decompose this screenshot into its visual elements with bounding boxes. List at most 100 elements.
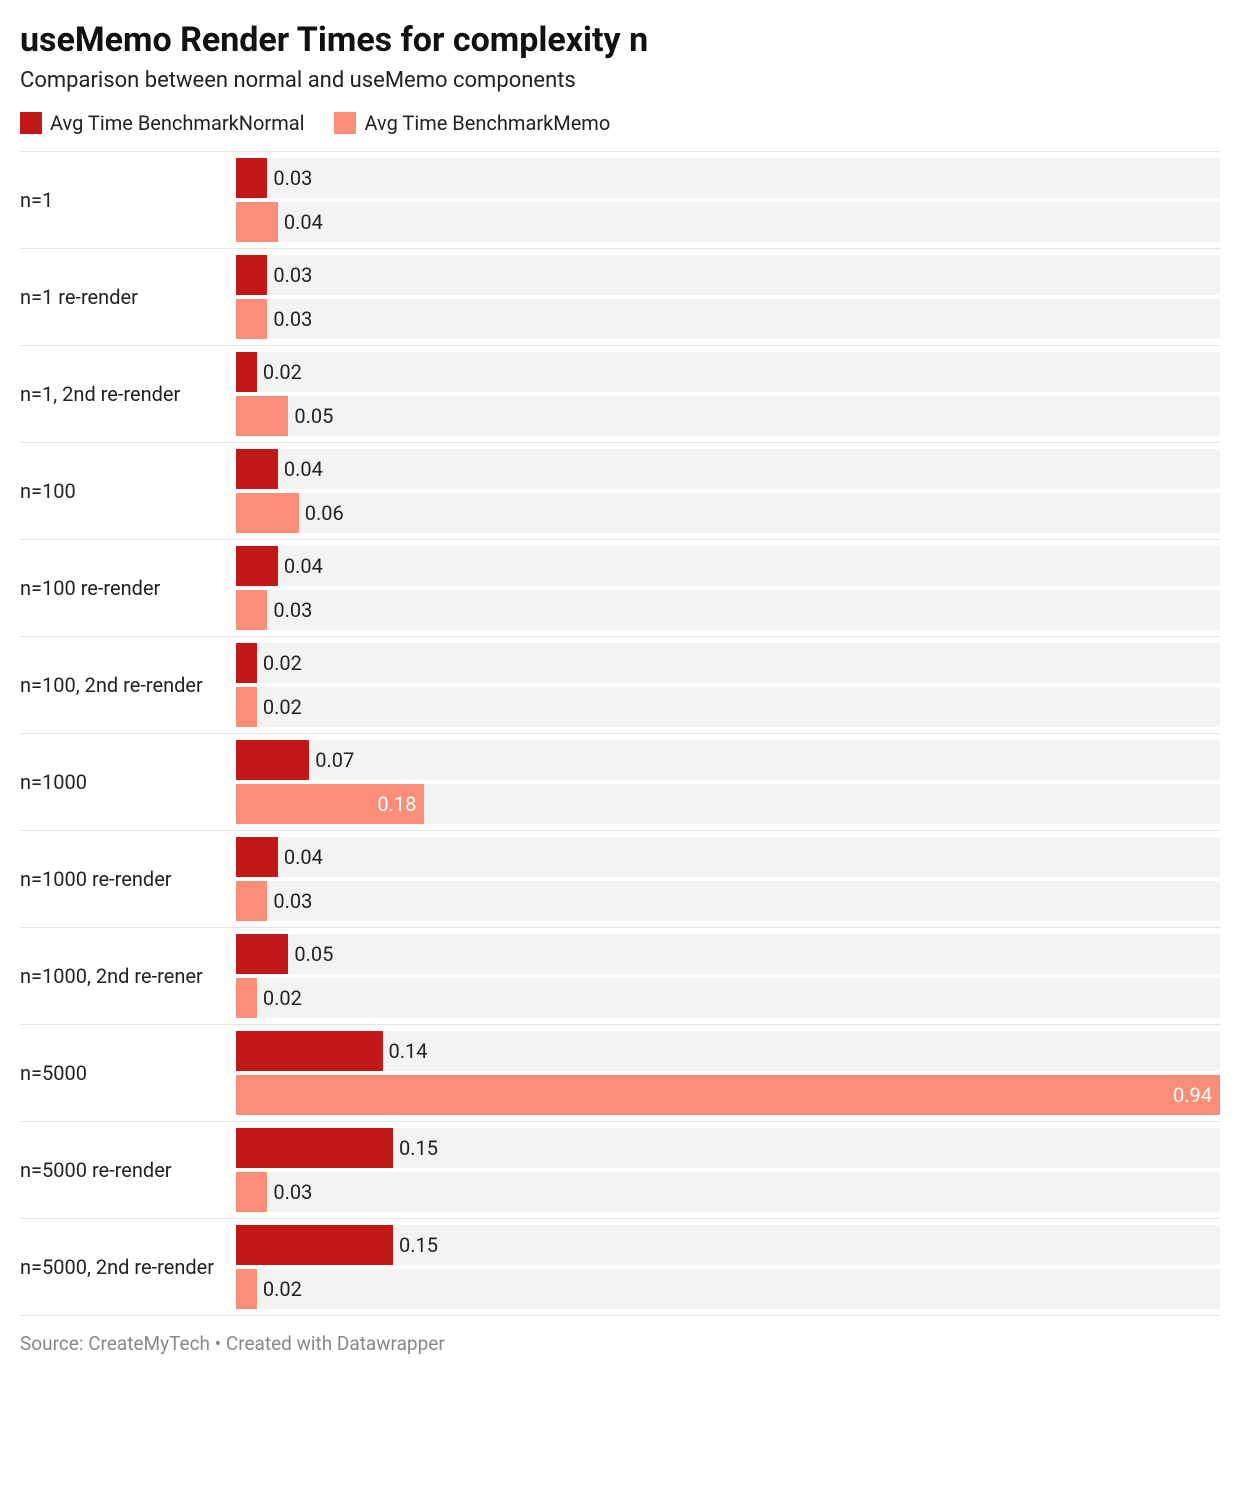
bar: 0.03 (236, 1172, 267, 1212)
bar-track: 0.02 (236, 978, 1220, 1018)
bar-value-label: 0.02 (263, 986, 302, 1010)
category-label: n=1 re-render (20, 249, 236, 345)
bar-track: 0.15 (236, 1128, 1220, 1168)
category-label: n=1000 (20, 734, 236, 830)
bar-track: 0.02 (236, 687, 1220, 727)
chart-row: n=5000 re-render 0.15 0.03 (20, 1121, 1220, 1218)
bar: 0.02 (236, 978, 257, 1018)
bar-value-label: 0.05 (294, 404, 333, 428)
row-bars: 0.040.06 (236, 443, 1220, 539)
chart-row: n=1 re-render0.030.03 (20, 248, 1220, 345)
bar-track: 0.04 (236, 546, 1220, 586)
bar-track: 0.05 (236, 396, 1220, 436)
bar-value-label: 0.15 (399, 1136, 438, 1160)
row-bars: 0.15 0.03 (236, 1122, 1220, 1218)
bar: 0.04 (236, 449, 278, 489)
bar: 0.94 (236, 1075, 1220, 1115)
bar-track: 0.04 (236, 837, 1220, 877)
chart-row: n=1000 re-render0.040.03 (20, 830, 1220, 927)
category-label: n=5000 re-render (20, 1122, 236, 1218)
bar-track: 0.02 (236, 1269, 1220, 1309)
bar: 0.18 (236, 784, 424, 824)
bar: 0.02 (236, 352, 257, 392)
bar: 0.06 (236, 493, 299, 533)
bar: 0.03 (236, 158, 267, 198)
legend-item: Avg Time BenchmarkMemo (334, 111, 610, 135)
row-bars: 0.15 0.02 (236, 1219, 1220, 1315)
bar-value-label: 0.04 (284, 210, 323, 234)
bar-track: 0.03 (236, 255, 1220, 295)
bar-track: 0.18 (236, 784, 1220, 824)
bar: 0.02 (236, 643, 257, 683)
chart-title: useMemo Render Times for complexity n (20, 20, 1220, 60)
category-label: n=100 re-render (20, 540, 236, 636)
bar: 0.02 (236, 687, 257, 727)
bar: 0.05 (236, 396, 288, 436)
row-bars: 0.14 0.94 (236, 1025, 1220, 1121)
bar: 0.03 (236, 255, 267, 295)
chart-row: n=100 re-render0.04 0.03 (20, 539, 1220, 636)
bar-track: 0.03 (236, 299, 1220, 339)
row-bars: 0.04 0.03 (236, 831, 1220, 927)
bar-value-label: 0.14 (389, 1039, 428, 1063)
category-label: n=1 (20, 152, 236, 248)
bar-value-label: 0.03 (273, 307, 312, 331)
chart-source: Source: CreateMyTech • Created with Data… (20, 1332, 1220, 1355)
bar-track: 0.03 (236, 881, 1220, 921)
bar-value-label: 0.03 (273, 1180, 312, 1204)
bar-value-label: 0.15 (399, 1233, 438, 1257)
bar: 0.03 (236, 299, 267, 339)
row-bars: 0.02 0.02 (236, 637, 1220, 733)
row-bars: 0.04 0.03 (236, 540, 1220, 636)
legend-item: Avg Time BenchmarkNormal (20, 111, 304, 135)
bar: 0.03 (236, 590, 267, 630)
legend-swatch (20, 112, 42, 134)
bar-value-label: 0.06 (305, 501, 344, 525)
chart-legend: Avg Time BenchmarkNormal Avg Time Benchma… (20, 111, 1220, 135)
bar: 0.07 (236, 740, 309, 780)
bar-track: 0.03 (236, 1172, 1220, 1212)
bar: 0.15 (236, 1225, 393, 1265)
chart-subtitle: Comparison between normal and useMemo co… (20, 68, 1220, 93)
bar-value-label: 0.02 (263, 1277, 302, 1301)
chart-row: n=10000.07 0.18 (20, 733, 1220, 830)
chart-row: n=5000, 2nd re-render0.150.02 (20, 1218, 1220, 1316)
bar: 0.02 (236, 1269, 257, 1309)
legend-label: Avg Time BenchmarkMemo (364, 111, 610, 135)
bar-value-label: 0.03 (273, 166, 312, 190)
category-label: n=5000 (20, 1025, 236, 1121)
bar-value-label: 0.94 (1173, 1083, 1212, 1107)
bar: 0.04 (236, 837, 278, 877)
row-bars: 0.03 0.04 (236, 152, 1220, 248)
bar-track: 0.03 (236, 590, 1220, 630)
chart-row: n=1, 2nd re-render0.020.05 (20, 345, 1220, 442)
legend-label: Avg Time BenchmarkNormal (50, 111, 304, 135)
bar: 0.04 (236, 546, 278, 586)
bar-value-label: 0.03 (273, 263, 312, 287)
chart-row: n=1000.040.06 (20, 442, 1220, 539)
category-label: n=1000 re-render (20, 831, 236, 927)
bar-track: 0.04 (236, 202, 1220, 242)
row-bars: 0.02 0.05 (236, 346, 1220, 442)
bar-track: 0.15 (236, 1225, 1220, 1265)
bar-value-label: 0.18 (377, 792, 416, 816)
bar: 0.04 (236, 202, 278, 242)
bar-track: 0.03 (236, 158, 1220, 198)
bar-value-label: 0.04 (284, 845, 323, 869)
bar-value-label: 0.04 (284, 457, 323, 481)
bar: 0.03 (236, 881, 267, 921)
bar-track: 0.06 (236, 493, 1220, 533)
bar-value-label: 0.02 (263, 695, 302, 719)
row-bars: 0.030.03 (236, 249, 1220, 345)
bar-value-label: 0.02 (263, 651, 302, 675)
bar-track: 0.14 (236, 1031, 1220, 1071)
bar-track: 0.07 (236, 740, 1220, 780)
row-bars: 0.05 0.02 (236, 928, 1220, 1024)
category-label: n=1000, 2nd re-rener (20, 928, 236, 1024)
bar-track: 0.05 (236, 934, 1220, 974)
bar-track: 0.02 (236, 352, 1220, 392)
bar: 0.05 (236, 934, 288, 974)
bar-value-label: 0.02 (263, 360, 302, 384)
chart-row: n=100, 2nd re-render0.020.02 (20, 636, 1220, 733)
bar-chart: n=10.030.04n=1 re-render0.030.03n=1, 2nd… (20, 151, 1220, 1316)
